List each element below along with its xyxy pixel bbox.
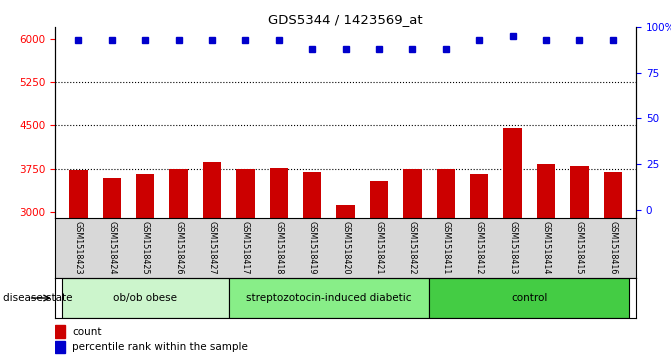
Text: GSM1518415: GSM1518415 — [575, 221, 584, 274]
Bar — [169, 169, 188, 363]
Text: GSM1518425: GSM1518425 — [141, 221, 150, 274]
Text: GSM1518412: GSM1518412 — [474, 221, 484, 274]
Title: GDS5344 / 1423569_at: GDS5344 / 1423569_at — [268, 13, 423, 26]
Text: GSM1518414: GSM1518414 — [541, 221, 550, 274]
Bar — [270, 168, 288, 363]
Bar — [470, 175, 488, 363]
Text: GSM1518423: GSM1518423 — [74, 221, 83, 274]
Bar — [336, 204, 355, 363]
Text: GSM1518411: GSM1518411 — [442, 221, 450, 274]
Bar — [55, 341, 65, 354]
Text: GSM1518422: GSM1518422 — [408, 221, 417, 274]
Text: GSM1518427: GSM1518427 — [207, 221, 217, 274]
Bar — [203, 162, 221, 363]
Text: GSM1518418: GSM1518418 — [274, 221, 283, 274]
Bar — [303, 172, 321, 363]
Text: GSM1518416: GSM1518416 — [608, 221, 617, 274]
Bar — [103, 178, 121, 363]
Bar — [370, 181, 388, 363]
Bar — [62, 278, 229, 318]
Text: streptozotocin-induced diabetic: streptozotocin-induced diabetic — [246, 293, 411, 303]
Text: control: control — [511, 293, 548, 303]
Bar — [69, 171, 88, 363]
Text: percentile rank within the sample: percentile rank within the sample — [72, 342, 248, 352]
Text: GSM1518419: GSM1518419 — [308, 221, 317, 274]
Text: GSM1518417: GSM1518417 — [241, 221, 250, 274]
Text: GSM1518420: GSM1518420 — [341, 221, 350, 274]
Bar — [403, 169, 421, 363]
Text: GSM1518426: GSM1518426 — [174, 221, 183, 274]
Text: GSM1518421: GSM1518421 — [374, 221, 383, 274]
Bar — [503, 128, 522, 363]
Bar — [603, 172, 622, 363]
Bar — [437, 169, 455, 363]
Bar — [429, 278, 629, 318]
Text: GSM1518413: GSM1518413 — [508, 221, 517, 274]
Text: count: count — [72, 327, 102, 337]
Bar — [55, 325, 65, 338]
Text: ob/ob obese: ob/ob obese — [113, 293, 177, 303]
Bar — [537, 164, 555, 363]
Bar — [236, 169, 254, 363]
Text: GSM1518424: GSM1518424 — [107, 221, 116, 274]
Text: disease state: disease state — [3, 293, 73, 303]
Bar — [570, 166, 588, 363]
Bar — [136, 174, 154, 363]
Bar — [229, 278, 429, 318]
